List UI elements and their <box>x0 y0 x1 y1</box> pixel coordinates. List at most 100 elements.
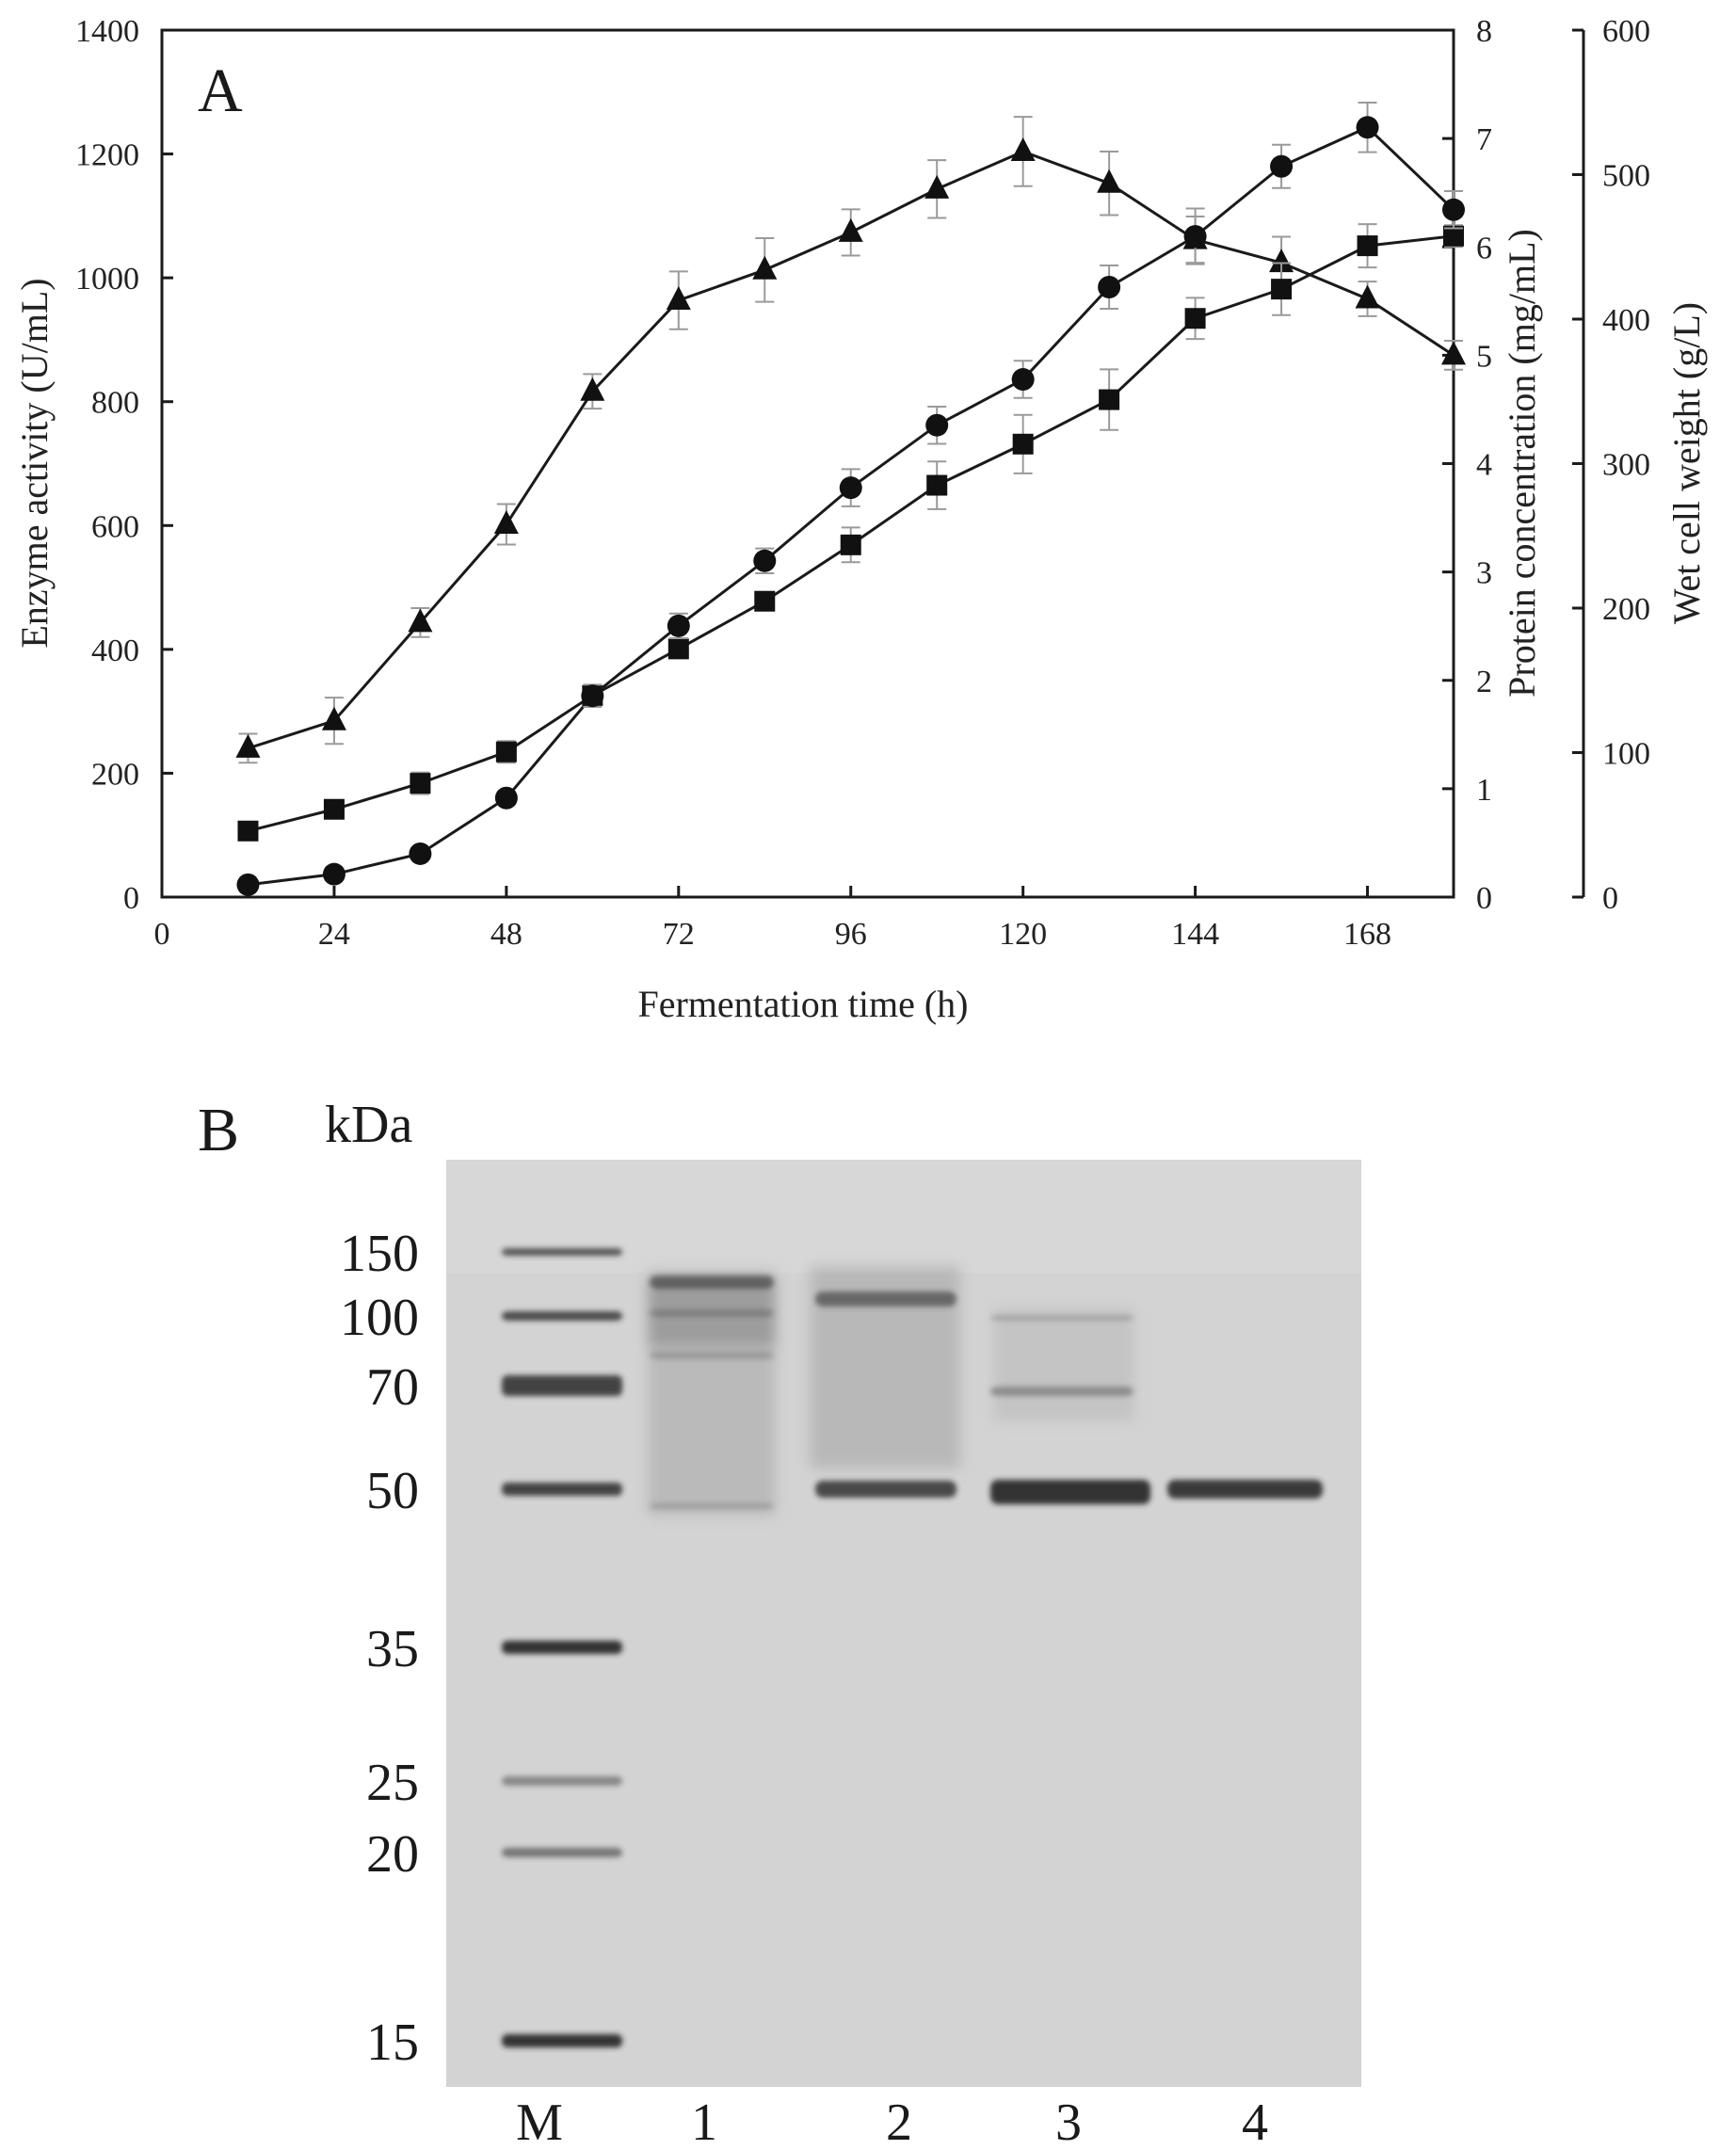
triangle-marker <box>924 174 950 199</box>
circle-marker <box>322 862 346 886</box>
square-marker <box>926 474 948 496</box>
x-tick-label: 144 <box>1171 917 1219 952</box>
x-tick-label: 72 <box>663 917 695 952</box>
lane-1-smear <box>648 1271 776 1516</box>
y2-tick-label: 6 <box>1476 231 1492 265</box>
y2-tick-label: 3 <box>1476 556 1492 591</box>
sample-lane-bands <box>650 1276 1323 1509</box>
marker-size-labels: 150 100 70 50 35 25 20 15 <box>340 1225 419 2072</box>
y-tick-label: 1400 <box>75 14 139 49</box>
marker-label-15: 15 <box>366 2014 419 2072</box>
triangle-marker <box>838 217 863 242</box>
y3-tick-label: 500 <box>1602 159 1650 194</box>
plot-frame <box>160 28 1455 899</box>
square-marker <box>1271 279 1293 300</box>
y-tick-label: 200 <box>91 757 139 792</box>
square-marker <box>1443 225 1464 247</box>
square-marker <box>1012 433 1034 455</box>
square-marker <box>1099 389 1120 410</box>
lane-1-band-high <box>650 1276 774 1289</box>
square-marker <box>410 773 431 794</box>
y2-tick-label: 0 <box>1476 881 1492 916</box>
marker-label-25: 25 <box>366 1754 419 1812</box>
y-tick-label: 800 <box>91 386 139 421</box>
marker-label-35: 35 <box>366 1620 419 1678</box>
x-tick-label: 48 <box>490 917 522 952</box>
triangle-marker <box>493 509 519 534</box>
circle-marker <box>1270 154 1294 178</box>
circle-marker <box>581 684 604 708</box>
lane-2-band-100 <box>815 1292 956 1307</box>
marker-lane-bands <box>502 1248 622 2047</box>
square-marker <box>323 798 345 820</box>
y-tick-label: 400 <box>91 634 139 668</box>
panel-a-letter: A <box>198 56 243 125</box>
square-marker <box>495 741 517 762</box>
lane-1-band-48 <box>650 1503 774 1509</box>
series-circle <box>236 101 1465 896</box>
marker-band-50 <box>502 1483 622 1496</box>
kda-unit-label: kDa <box>325 1096 412 1154</box>
marker-band-150 <box>502 1248 622 1256</box>
lane-labels: M 1 2 3 4 <box>516 2094 1268 2150</box>
circle-marker <box>753 549 777 572</box>
marker-label-20: 20 <box>366 1825 419 1884</box>
y2-tick-label: 2 <box>1476 665 1492 699</box>
lane-label-1: 1 <box>691 2094 717 2150</box>
panel-a-chart: A 0 24 48 72 96 120 144 168 0200400600800100012… <box>13 14 1708 1025</box>
marker-band-20 <box>502 1848 622 1857</box>
square-marker <box>237 820 259 842</box>
x-axis-ticks: 0 24 48 72 96 120 144 168 <box>154 886 1391 952</box>
triangle-marker <box>1010 136 1036 161</box>
lane-label-4: 4 <box>1242 2094 1268 2150</box>
marker-band-70 <box>502 1375 622 1396</box>
lane-2-band-50 <box>815 1481 956 1498</box>
x-tick-label: 120 <box>999 917 1047 952</box>
circle-marker <box>409 842 432 865</box>
y3-tick-label: 200 <box>1602 592 1650 627</box>
circle-marker <box>667 614 690 637</box>
marker-label-50: 50 <box>366 1462 419 1520</box>
triangle-marker <box>235 733 261 758</box>
x-tick-label: 0 <box>154 917 170 952</box>
square-marker <box>1357 235 1378 257</box>
y2-tick-label: 1 <box>1476 773 1492 808</box>
marker-label-70: 70 <box>366 1358 419 1417</box>
marker-band-15 <box>502 2034 622 2047</box>
lane-3-band-100 <box>990 1315 1133 1321</box>
series-square <box>237 223 1464 842</box>
square-marker <box>840 534 861 555</box>
panel-b-letter: B <box>198 1096 239 1164</box>
x-tick-label: 24 <box>318 917 350 952</box>
lane-label-3: 3 <box>1055 2094 1082 2150</box>
y-tick-label: 0 <box>123 881 139 916</box>
series-group <box>235 101 1466 896</box>
wet-cell-weight-axis-title: Wet cell weight (g/L) <box>1665 302 1708 624</box>
marker-label-150: 150 <box>340 1225 419 1283</box>
protein-concentration-axis-title: Protein concentration (mg/mL) <box>1501 229 1543 698</box>
square-marker <box>1184 308 1206 329</box>
circle-marker <box>494 786 518 810</box>
x-tick-label: 168 <box>1343 917 1391 952</box>
circle-marker <box>1098 276 1121 299</box>
circle-marker <box>1183 225 1207 249</box>
marker-band-35 <box>502 1641 622 1654</box>
y3-tick-label: 100 <box>1602 737 1650 772</box>
y3-tick-label: 0 <box>1602 881 1618 916</box>
y2-tick-label: 7 <box>1476 122 1492 157</box>
lane-3-band-70 <box>990 1387 1133 1396</box>
x-tick-label: 96 <box>835 917 867 952</box>
triangle-marker <box>1097 168 1122 193</box>
y3-tick-label: 600 <box>1602 14 1650 49</box>
series-triangle <box>235 116 1466 764</box>
circle-marker <box>1356 116 1379 139</box>
marker-label-100: 100 <box>340 1289 419 1347</box>
enzyme-activity-axis-ticks: 0 200 400 600 800 1000 1200 1400 <box>75 14 173 916</box>
enzyme-activity-axis-title: Enzyme activity (U/mL) <box>13 278 56 648</box>
circle-marker <box>839 476 862 500</box>
lane-1-band-100 <box>650 1309 774 1317</box>
square-marker <box>754 590 776 612</box>
circle-marker <box>1011 368 1035 392</box>
triangle-marker <box>408 608 433 633</box>
protein-concentration-axis-ticks: 0 1 2 3 4 5 6 7 8 <box>1442 14 1492 916</box>
